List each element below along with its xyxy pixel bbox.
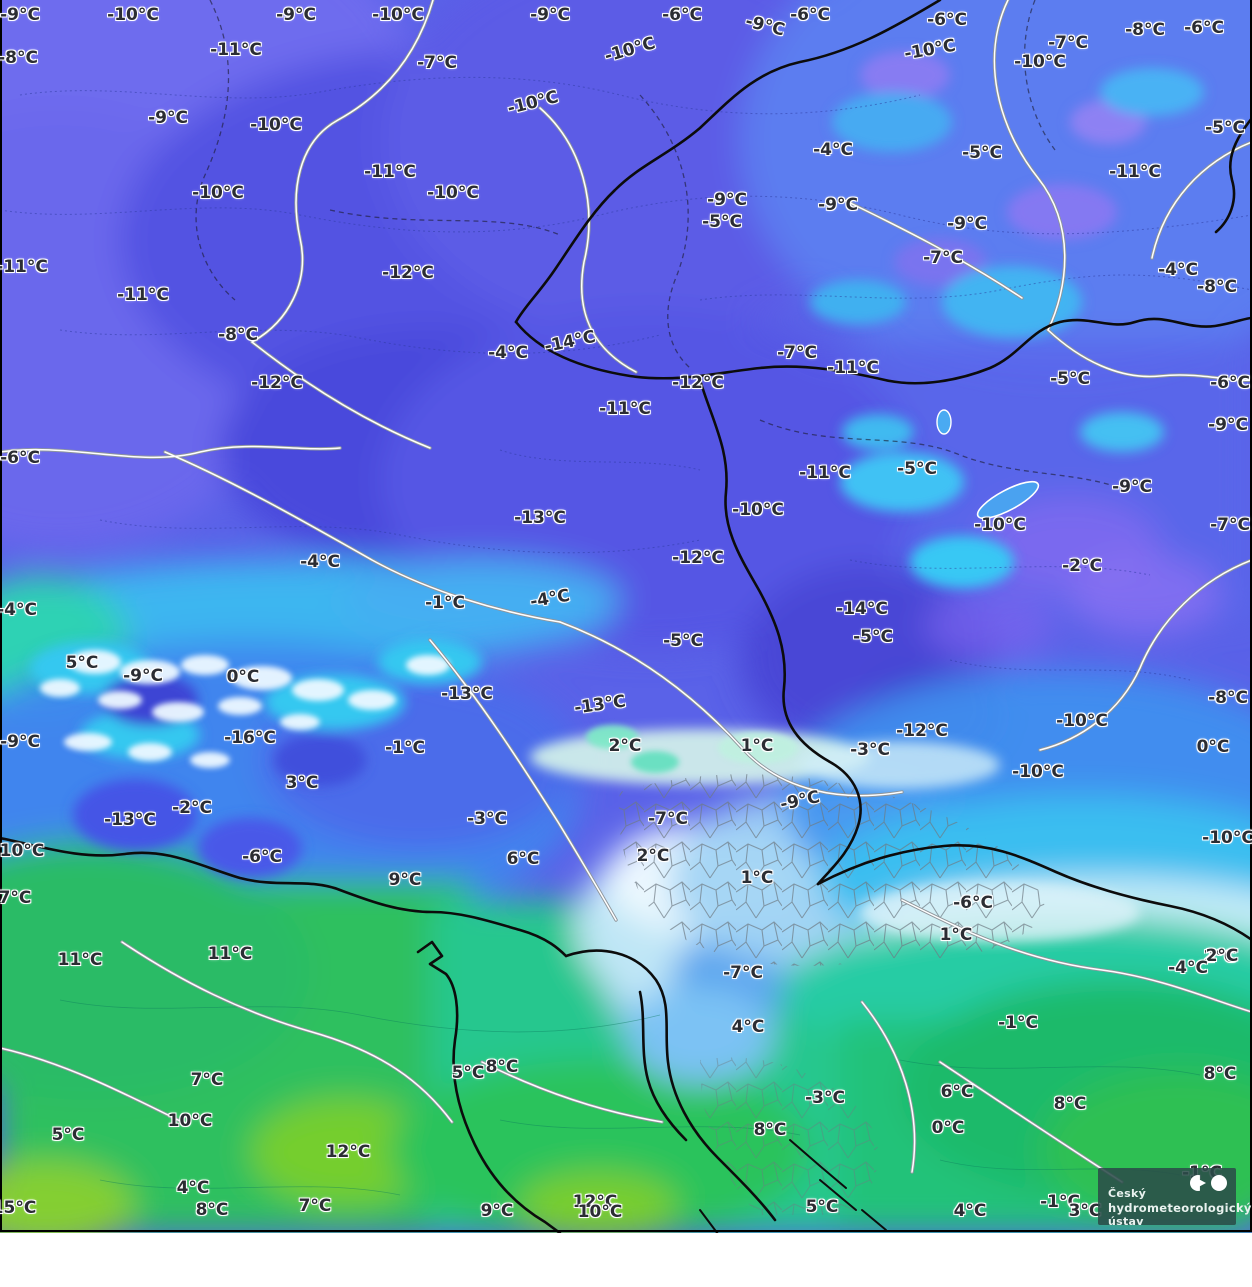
chmi-logo-icon [1190,1174,1227,1192]
chmi-logo-text-line2: hydrometeorologický [1108,1200,1252,1215]
chmi-logo-text-line1: Český [1108,1187,1147,1200]
legend-bar: -17.00 °C -50-40-30-20-1001020304050 15.… [0,1233,1252,1287]
temperature-field-svg [0,0,1252,1233]
chmi-logo-box: Český hydrometeorologický ústav [1098,1168,1252,1228]
chmi-logo-text-line3: ústav [1108,1215,1144,1229]
chmi-logo-circle-notch-icon [1190,1175,1206,1191]
temperature-map: -9°C -10°C -9°C -10°C -9°C -6°C -9°C -6°C -6°C -7… [0,0,1252,1233]
chmi-logo-circle-icon [1211,1175,1227,1191]
